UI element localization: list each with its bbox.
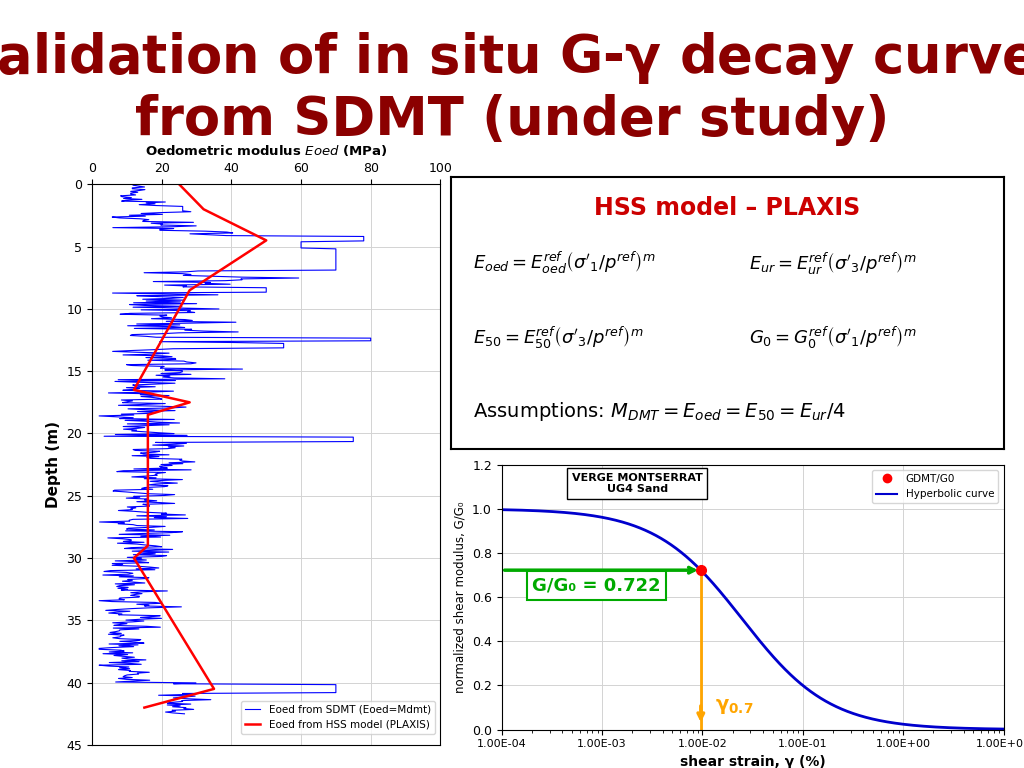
Eoed from HSS model (PLAXIS) [128, 554, 140, 563]
Line: Eoed from HSS model (PLAXIS): Eoed from HSS model (PLAXIS) [134, 184, 266, 707]
Hyperbolic curve [997, 724, 1010, 733]
Eoed from SDMT (Eoed=Mdmt) [138, 578, 151, 588]
Line: Hyperbolic curve: Hyperbolic curve [502, 510, 1004, 729]
Hyperbolic curve [887, 718, 899, 727]
Eoed from HSS model (PLAXIS) [260, 236, 272, 245]
Legend: Eoed from SDMT (Eoed=Mdmt), Eoed from HSS model (PLAXIS): Eoed from SDMT (Eoed=Mdmt), Eoed from HS… [241, 700, 435, 734]
Eoed from SDMT (Eoed=Mdmt) [131, 180, 143, 189]
Eoed from HSS model (PLAXIS) [173, 180, 185, 189]
Hyperbolic curve [496, 505, 508, 515]
Hyperbolic curve [717, 590, 729, 599]
Eoed from HSS model (PLAXIS) [141, 410, 154, 419]
Text: Assumptions: $M_{DMT} = E_{oed} = E_{50} = E_{ur} / 4$: Assumptions: $M_{DMT} = E_{oed} = E_{50}… [473, 400, 846, 423]
Eoed from HSS model (PLAXIS) [128, 554, 140, 563]
Line: Eoed from SDMT (Eoed=Mdmt): Eoed from SDMT (Eoed=Mdmt) [99, 184, 371, 713]
Eoed from SDMT (Eoed=Mdmt) [293, 273, 305, 283]
Text: $E_{50} = E_{50}^{ref} \left(\sigma'_3/p^{ref}\right)^m$: $E_{50} = E_{50}^{ref} \left(\sigma'_3/p… [473, 324, 643, 350]
Eoed from HSS model (PLAXIS) [141, 541, 154, 550]
Eoed from SDMT (Eoed=Mdmt) [128, 492, 140, 501]
Text: $G_0 = G_0^{ref} \left(\sigma'_1/p^{ref}\right)^m$: $G_0 = G_0^{ref} \left(\sigma'_1/p^{ref}… [750, 324, 916, 350]
Eoed from SDMT (Eoed=Mdmt) [178, 709, 190, 718]
Eoed from HSS model (PLAXIS) [183, 398, 196, 407]
Y-axis label: Depth (m): Depth (m) [46, 421, 61, 508]
Text: Validation of in situ G-$\mathbf{\gamma}$ decay curves
from SDMT (under study): Validation of in situ G-$\mathbf{\gamma}… [0, 30, 1024, 147]
Text: VERGE MONTSERRAT
UG4 Sand: VERGE MONTSERRAT UG4 Sand [571, 472, 702, 494]
Eoed from HSS model (PLAXIS) [128, 386, 140, 395]
Eoed from HSS model (PLAXIS) [183, 286, 196, 295]
Eoed from HSS model (PLAXIS) [260, 236, 272, 245]
Eoed from SDMT (Eoed=Mdmt) [121, 419, 133, 429]
Text: HSS model – PLAXIS: HSS model – PLAXIS [594, 196, 860, 220]
Hyperbolic curve [840, 707, 852, 716]
Eoed from SDMT (Eoed=Mdmt) [186, 316, 199, 325]
Eoed from HSS model (PLAXIS) [141, 541, 154, 550]
Eoed from HSS model (PLAXIS) [208, 684, 220, 694]
Hyperbolic curve [896, 720, 908, 729]
Eoed from SDMT (Eoed=Mdmt) [101, 533, 114, 542]
Eoed from HSS model (PLAXIS) [173, 180, 185, 189]
Title: Oedometric modulus $\mathit{Eoed}$ (MPa): Oedometric modulus $\mathit{Eoed}$ (MPa) [145, 143, 387, 157]
Hyperbolic curve [547, 507, 559, 516]
Hyperbolic curve [698, 570, 711, 579]
Eoed from HSS model (PLAXIS) [208, 684, 220, 694]
Eoed from HSS model (PLAXIS) [198, 204, 210, 214]
Text: $E_{ur} = E_{ur}^{ref} \left(\sigma'_3/p^{ref}\right)^m$: $E_{ur} = E_{ur}^{ref} \left(\sigma'_3/p… [750, 250, 916, 276]
X-axis label: shear strain, γ (%): shear strain, γ (%) [680, 755, 825, 768]
Text: G/G₀ = 0.722: G/G₀ = 0.722 [532, 577, 660, 594]
Eoed from HSS model (PLAXIS) [128, 386, 140, 395]
Eoed from HSS model (PLAXIS) [183, 398, 196, 407]
Eoed from HSS model (PLAXIS) [198, 204, 210, 214]
Text: $\mathbf{\gamma_{0.7}}$: $\mathbf{\gamma_{0.7}}$ [716, 697, 754, 716]
Text: $E_{oed} = E_{oed}^{ref} \left(\sigma'_1/p^{ref}\right)^m$: $E_{oed} = E_{oed}^{ref} \left(\sigma'_1… [473, 250, 655, 276]
Eoed from HSS model (PLAXIS) [141, 410, 154, 419]
Y-axis label: normalized shear modulus, G/G₀: normalized shear modulus, G/G₀ [454, 502, 467, 693]
Eoed from HSS model (PLAXIS) [138, 703, 151, 712]
Legend: GDMT/G0, Hyperbolic curve: GDMT/G0, Hyperbolic curve [872, 470, 998, 503]
Eoed from HSS model (PLAXIS) [183, 286, 196, 295]
